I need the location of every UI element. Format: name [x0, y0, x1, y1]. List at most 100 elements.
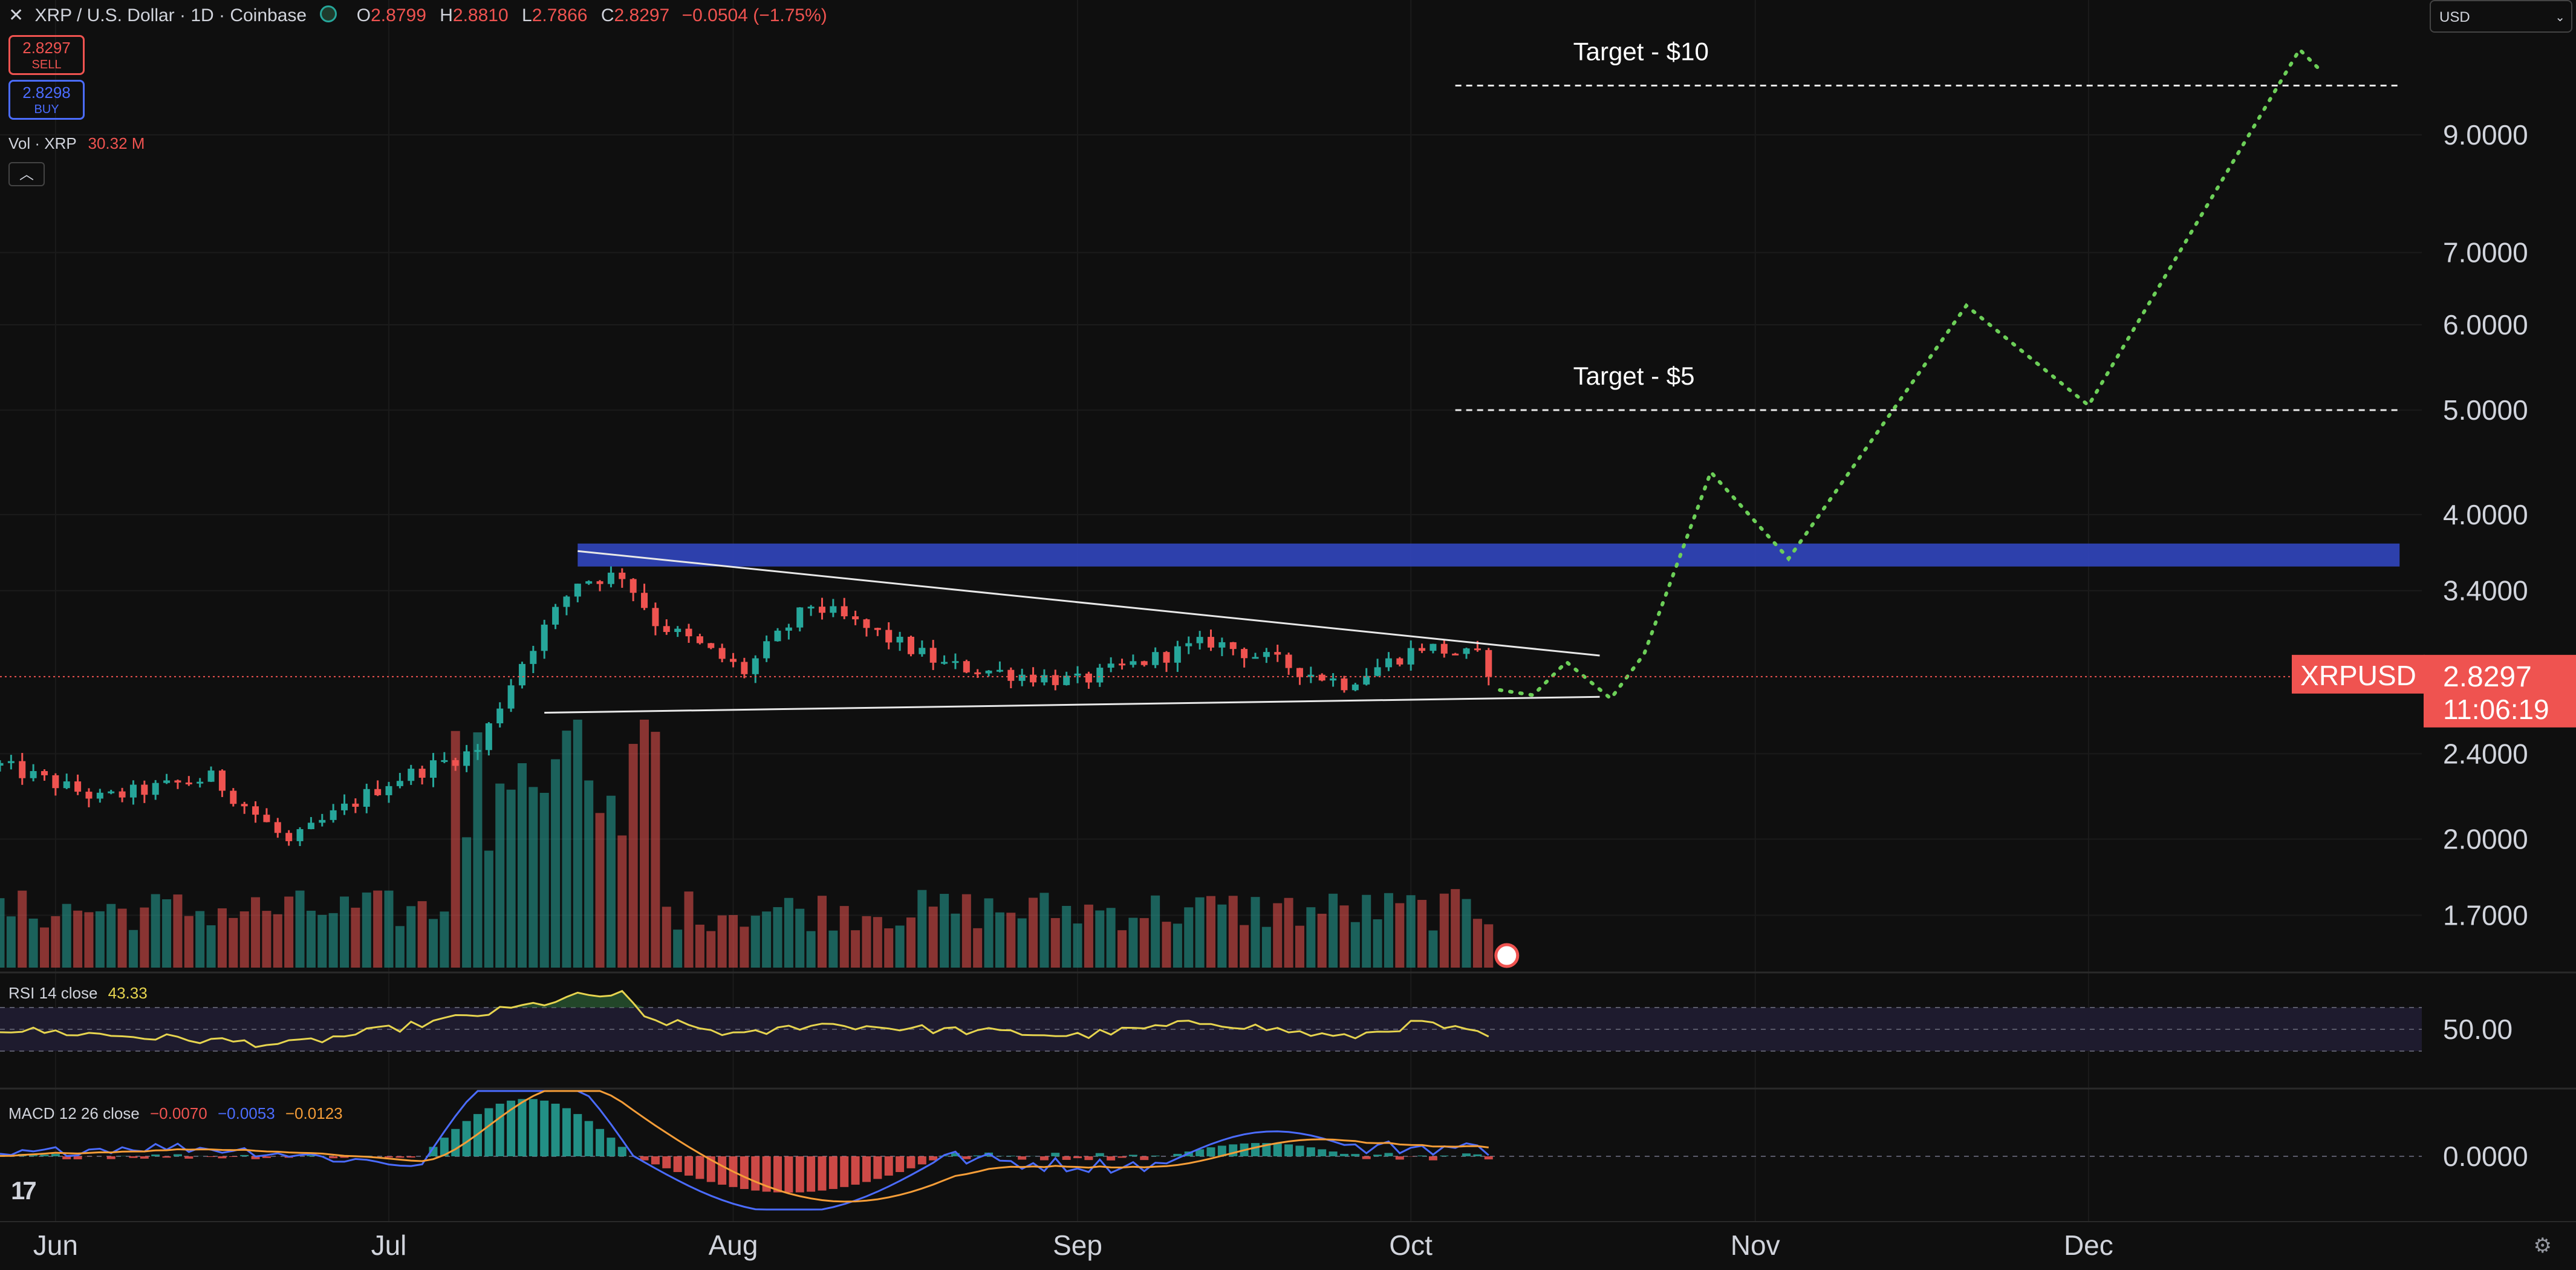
macd-histogram-bar — [1484, 1156, 1493, 1160]
macd-histogram-bar — [1362, 1156, 1371, 1159]
volume-bar — [773, 907, 782, 968]
volume-bar — [684, 891, 694, 968]
volume-bar — [251, 897, 261, 968]
close-icon[interactable]: ✕ — [8, 5, 24, 25]
candle-body — [185, 782, 192, 784]
volume-bar — [384, 890, 394, 968]
macd-histogram-bar — [706, 1156, 715, 1182]
volume-bar — [1317, 913, 1327, 968]
volume-bar — [417, 901, 427, 968]
macd-histogram-bar — [1128, 1154, 1137, 1156]
volume-bar — [984, 898, 994, 968]
candle-body — [763, 641, 770, 659]
volume-bar — [551, 759, 561, 968]
macd-legend[interactable]: MACD 12 26 close −0.0070 −0.0053 −0.0123 — [8, 1104, 343, 1123]
candle-body — [1140, 661, 1148, 665]
candle-body — [1063, 676, 1070, 685]
macd-histogram-bar — [62, 1156, 71, 1159]
macd-histogram-bar — [1084, 1156, 1093, 1161]
macd-histogram-bar — [851, 1156, 860, 1185]
macd-histogram-bar — [540, 1100, 549, 1156]
price-axis-label: 2.0000 — [2443, 824, 2528, 855]
candle-body — [330, 810, 337, 820]
volume-legend[interactable]: Vol · XRP 30.32 M — [8, 134, 145, 153]
price-axis-label: 5.0000 — [2443, 394, 2528, 426]
rsi-line — [0, 989, 1489, 1048]
volume-bar — [1339, 905, 1349, 968]
candle-body — [1119, 663, 1126, 666]
volume-label: Vol · XRP — [8, 134, 77, 152]
gear-icon[interactable]: ⚙ — [2533, 1234, 2552, 1257]
macd-histogram-bar — [207, 1156, 216, 1158]
candle-body — [1307, 674, 1315, 677]
volume-bar — [28, 918, 38, 968]
volume-bar — [506, 789, 516, 968]
candle-body — [496, 708, 504, 724]
candle-body — [385, 786, 392, 795]
volume-bar — [1373, 919, 1382, 968]
candle-body — [1374, 667, 1381, 676]
volume-bar — [961, 894, 971, 968]
tradingview-logo-icon[interactable]: 17 — [11, 1176, 37, 1205]
buy-button[interactable]: 2.8298 BUY — [8, 80, 85, 120]
candle-body — [818, 607, 825, 613]
triangle-trendline — [544, 695, 1600, 714]
macd-histogram-bar — [1039, 1156, 1049, 1161]
time-axis-label: Sep — [1053, 1229, 1102, 1261]
volume-bar — [573, 720, 582, 968]
candle-body — [752, 658, 759, 674]
candle-body — [30, 770, 37, 778]
candle-body — [263, 815, 270, 822]
candle-body — [1096, 668, 1104, 683]
macd-histogram-bar — [584, 1121, 593, 1156]
symbol-tag — [2292, 654, 2425, 694]
ohlc-low: 2.7866 — [532, 5, 588, 25]
macd-histogram-bar — [406, 1156, 415, 1158]
volume-bar — [18, 890, 27, 968]
volume-bar — [973, 928, 983, 968]
candle-body — [518, 663, 525, 686]
volume-bar — [750, 916, 760, 968]
price-axis-label: 1.7000 — [2443, 899, 2528, 931]
candle-body — [1196, 637, 1203, 643]
macd-histogram-bar — [695, 1156, 704, 1179]
volume-bar — [839, 906, 849, 968]
macd-histogram-bar — [896, 1156, 905, 1173]
volume-bar — [1384, 893, 1393, 968]
sell-button[interactable]: 2.8297 SELL — [8, 35, 85, 75]
volume-bar — [1217, 904, 1227, 968]
symbol-title[interactable]: XRP / U.S. Dollar · 1D · Coinbase — [34, 5, 307, 25]
macd-signal-value: −0.0123 — [285, 1104, 343, 1122]
volume-bar — [706, 931, 716, 968]
macd-axis-label: 0.0000 — [2443, 1141, 2528, 1172]
macd-histogram-bar — [673, 1156, 682, 1173]
candle-body — [1030, 674, 1037, 683]
candle-body — [152, 783, 159, 795]
volume-bar — [284, 896, 294, 968]
volume-bar — [673, 930, 683, 968]
time-axis-label: Nov — [1731, 1229, 1780, 1261]
candle-body — [1318, 674, 1325, 681]
volume-bar — [62, 904, 71, 968]
sell-price: 2.8297 — [22, 39, 71, 57]
volume-bar — [595, 813, 605, 968]
candle-body — [1007, 669, 1015, 681]
candle-body — [307, 822, 314, 830]
candle-body — [1407, 648, 1414, 665]
volume-bar — [1484, 924, 1494, 968]
chevron-up-icon[interactable]: ︿ — [8, 162, 45, 186]
candle-body — [1041, 675, 1048, 683]
rsi-legend[interactable]: RSI 14 close 43.33 — [8, 984, 148, 1003]
candle-body — [874, 628, 881, 630]
macd-histogram-bar — [140, 1156, 149, 1159]
macd-histogram-bar — [740, 1156, 749, 1190]
volume-bar — [539, 792, 549, 968]
volume-bar — [662, 907, 671, 968]
volume-bar — [584, 780, 594, 968]
price-axis-label: 9.0000 — [2443, 119, 2528, 151]
volume-bar — [1228, 896, 1238, 968]
candle-body — [974, 672, 981, 674]
currency-select[interactable]: USD ⌄ — [2430, 0, 2572, 33]
macd-histogram-bar — [917, 1156, 926, 1165]
